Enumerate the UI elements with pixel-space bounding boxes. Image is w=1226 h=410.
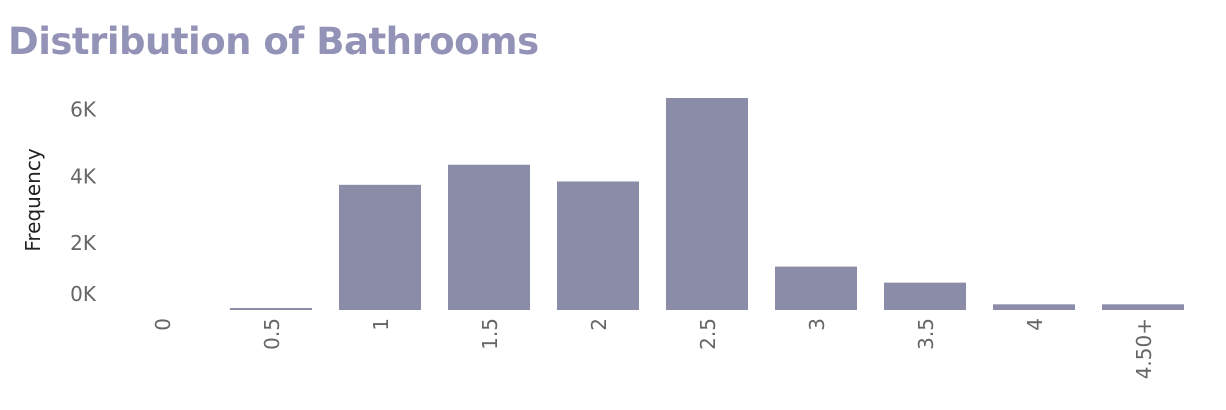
- bar-3.5: [884, 282, 966, 310]
- bar-1.5: [448, 164, 530, 310]
- x-tick-label: 0.5: [260, 318, 284, 350]
- x-tick-label: 4: [1023, 318, 1047, 331]
- bars: [230, 98, 1184, 310]
- chart-title: Distribution of Bathrooms: [8, 20, 539, 63]
- x-tick-label: 2.5: [696, 318, 720, 350]
- bar-1: [339, 184, 421, 310]
- x-tick-label: 1.5: [478, 318, 502, 350]
- y-axis-label: Frequency: [21, 148, 45, 251]
- bar-2: [557, 181, 639, 310]
- x-tick-label: 3.5: [914, 318, 938, 350]
- bar-2.5: [666, 98, 748, 310]
- bar-4.50+: [1102, 304, 1184, 310]
- y-tick-label: 0K: [70, 282, 97, 306]
- y-tick-label: 4K: [70, 164, 97, 188]
- y-axis-ticks: 0K 2K 4K 6K: [70, 98, 97, 306]
- y-tick-label: 6K: [70, 98, 97, 122]
- x-tick-label: 4.50+: [1132, 318, 1156, 379]
- x-tick-label: 3: [805, 318, 829, 331]
- bar-0.5: [230, 308, 312, 310]
- x-tick-label: 2: [587, 318, 611, 331]
- y-tick-label: 2K: [70, 231, 97, 255]
- x-axis-ticks: 0 0.5 1 1.5 2 2.5 3 3.5 4 4.50+: [151, 318, 1156, 379]
- y-axis-label-group: Frequency: [21, 148, 45, 251]
- bar-4: [993, 304, 1075, 310]
- x-tick-label: 0: [151, 318, 175, 331]
- x-tick-label: 1: [369, 318, 393, 331]
- bar-3: [775, 266, 857, 310]
